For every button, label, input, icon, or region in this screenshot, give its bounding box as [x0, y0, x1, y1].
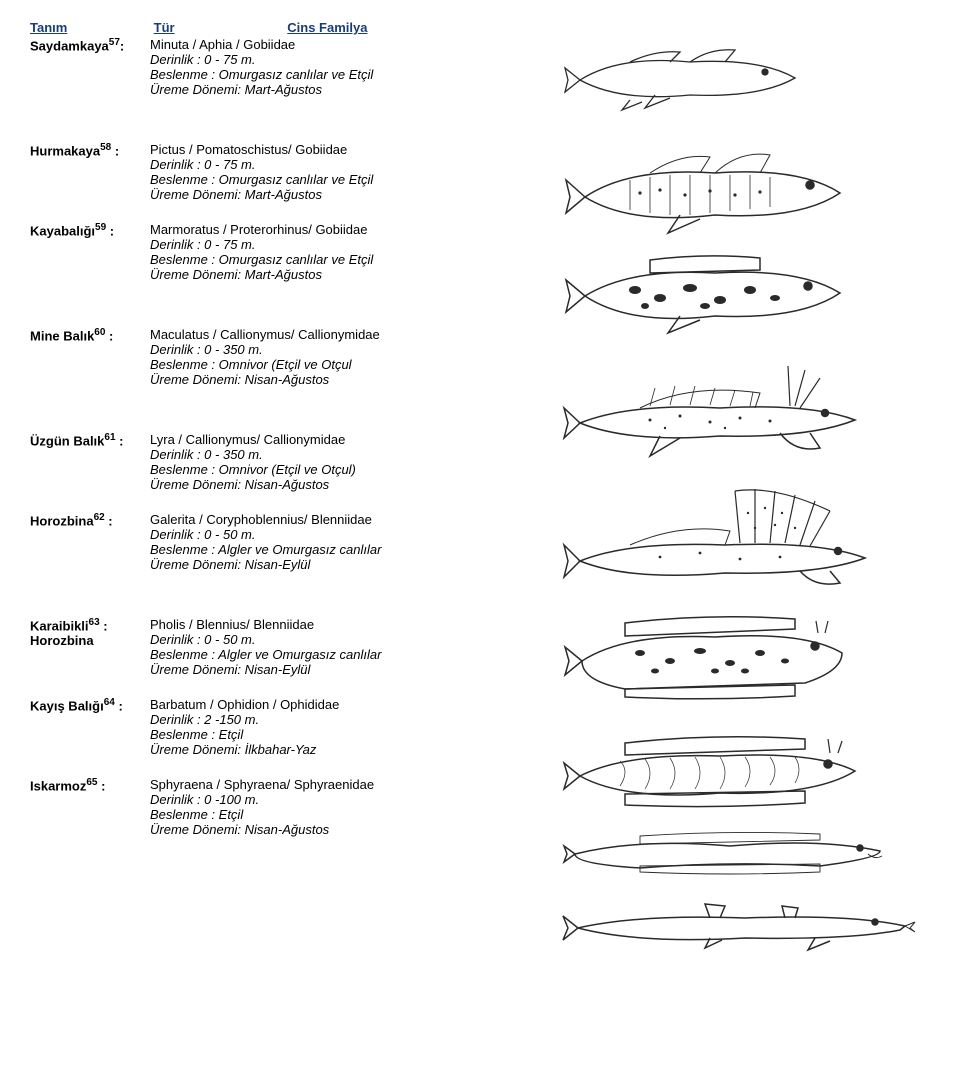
entry-label: Iskarmoz65 : — [30, 777, 150, 793]
label-colon: : — [98, 778, 106, 793]
fish-illustrations — [560, 40, 960, 964]
label-text: Iskarmoz — [30, 778, 86, 793]
entry-label: Mine Balık60 : — [30, 327, 150, 343]
entry-label: Üzgün Balık61 : — [30, 432, 150, 448]
label-sup: 63 — [89, 617, 100, 628]
fish-minebalik-icon — [560, 358, 960, 468]
fish-kayisbaligi-icon — [560, 826, 960, 881]
label-sup: 65 — [86, 777, 97, 788]
label-colon: : — [120, 38, 124, 53]
fish-uzgunbalik-icon — [560, 483, 960, 603]
label-colon: : — [106, 223, 114, 238]
header-tanim: Tanım — [30, 20, 150, 35]
label-colon: : — [105, 328, 113, 343]
entry-label: Horozbina62 : — [30, 512, 150, 528]
fish-iskarmoz-icon — [560, 896, 960, 956]
entry-label: Kayabalığı59 : — [30, 222, 150, 238]
label-text: Horozbina — [30, 513, 94, 528]
fish-horozbina-icon — [560, 611, 960, 706]
fish-hurmakaya-icon — [560, 145, 960, 240]
entry-label: Saydamkaya57: — [30, 37, 150, 53]
label-text: Üzgün Balık — [30, 433, 104, 448]
entry-label: Kayış Balığı64 : — [30, 697, 150, 713]
label-text2: Horozbina — [30, 633, 94, 648]
label-colon: : — [100, 618, 108, 633]
label-colon: : — [115, 698, 123, 713]
header-tur: Tür — [154, 20, 284, 35]
label-sup: 61 — [104, 432, 115, 443]
label-sup: 62 — [94, 512, 105, 523]
label-sup: 58 — [100, 142, 111, 153]
fish-karaibikli-icon — [560, 731, 960, 816]
label-text: Saydamkaya — [30, 38, 109, 53]
label-text: Karaibikli — [30, 618, 89, 633]
label-sup: 57 — [109, 37, 120, 48]
label-text: Hurmakaya — [30, 143, 100, 158]
table-header: Tanım Tür Cins Familya — [30, 20, 930, 35]
fish-kayabaligi-icon — [560, 248, 960, 338]
label-colon: : — [111, 143, 119, 158]
label-colon: : — [105, 513, 113, 528]
label-sup: 59 — [95, 222, 106, 233]
label-colon: : — [116, 433, 124, 448]
header-cins: Cins Familya — [287, 20, 447, 35]
entry-label: Hurmakaya58 : — [30, 142, 150, 158]
entry-label: Karaibikli63 : Horozbina — [30, 617, 150, 648]
label-sup: 60 — [94, 327, 105, 338]
label-sup: 64 — [104, 697, 115, 708]
fish-saydamkaya-icon — [560, 40, 960, 115]
label-text: Mine Balık — [30, 328, 94, 343]
label-text: Kayış Balığı — [30, 698, 104, 713]
page: Tanım Tür Cins Familya Saydamkaya57: Min… — [30, 20, 930, 837]
label-text: Kayabalığı — [30, 223, 95, 238]
